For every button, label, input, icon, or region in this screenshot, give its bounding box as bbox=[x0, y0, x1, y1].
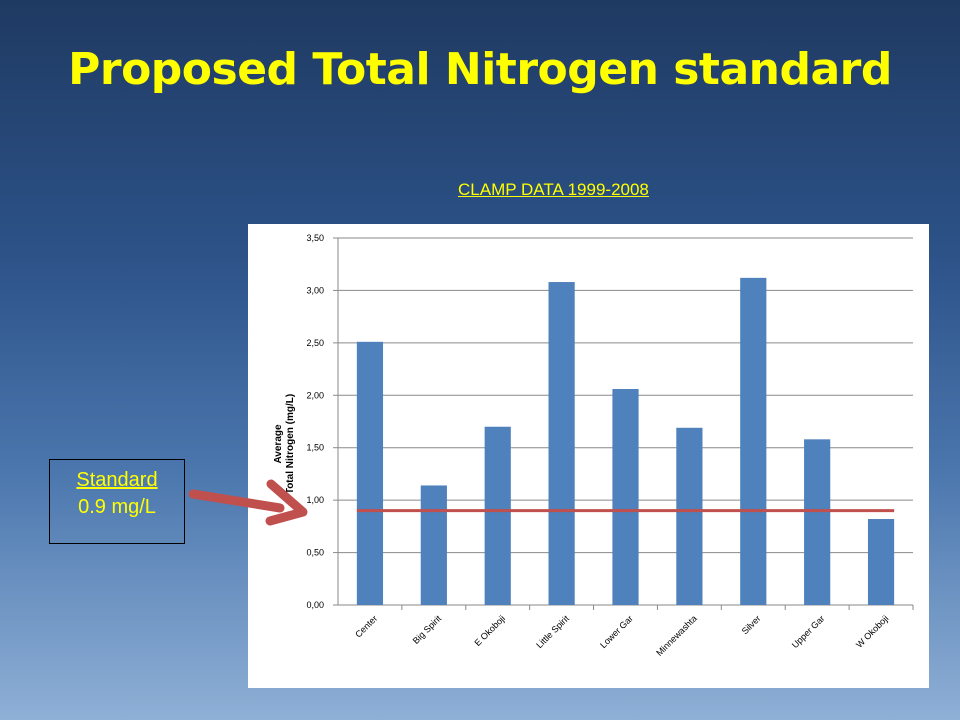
x-tick-label: Upper Gar bbox=[790, 613, 827, 650]
x-tick-label: E Okoboji bbox=[472, 613, 507, 648]
y-tick-labels: 0,00 0,50 1,00 1,50 2,00 2,50 3,00 3,50 bbox=[306, 233, 324, 610]
bar bbox=[420, 485, 447, 605]
y-axis-label-line2: Total Nitrogen (mg/L) bbox=[285, 394, 296, 494]
bar bbox=[804, 439, 831, 605]
y-tick-label: 1,50 bbox=[306, 443, 324, 453]
x-tick-label: Little Spirit bbox=[534, 613, 571, 650]
x-tick-label: Center bbox=[353, 613, 379, 639]
slide-title: Proposed Total Nitrogen standard bbox=[68, 44, 892, 95]
bar-chart: 0,00 0,50 1,00 1,50 2,00 2,50 3,00 3,50 Center B… bbox=[273, 233, 914, 658]
standard-callout: Standard 0.9 mg/L bbox=[49, 459, 185, 544]
x-tick-label: Big Spirit bbox=[411, 613, 444, 646]
y-tick-label: 2,00 bbox=[306, 390, 324, 400]
bar bbox=[676, 427, 703, 605]
bar bbox=[612, 388, 639, 605]
y-tick-label: 1,00 bbox=[306, 495, 324, 505]
y-tick-label: 2,50 bbox=[306, 338, 324, 348]
x-tick-label: W Okoboji bbox=[854, 613, 890, 649]
bar bbox=[356, 341, 384, 605]
y-tick-label: 3,50 bbox=[306, 233, 324, 243]
x-tick-label: Minnewashta bbox=[654, 613, 699, 658]
y-axis-label-line1: Average bbox=[273, 424, 284, 464]
x-tick-label: Silver bbox=[740, 613, 763, 636]
chart-area: 0,00 0,50 1,00 1,50 2,00 2,50 3,00 3,50 Center B… bbox=[248, 224, 929, 688]
x-tick-labels: Center Big Spirit E Okoboji Little Spirit Lo… bbox=[353, 613, 890, 658]
bars bbox=[356, 277, 895, 605]
bar bbox=[740, 277, 767, 605]
standard-value: 0.9 mg/L bbox=[78, 496, 156, 518]
bar bbox=[484, 426, 511, 605]
bar bbox=[548, 282, 575, 605]
y-tick-label: 0,50 bbox=[306, 548, 324, 558]
x-tick-label: Lower Gar bbox=[598, 613, 635, 650]
y-tick-label: 0,00 bbox=[306, 600, 324, 610]
chart-subtitle: CLAMP DATA 1999-2008 bbox=[458, 180, 649, 199]
y-tick-label: 3,00 bbox=[306, 285, 324, 295]
standard-label: Standard bbox=[76, 469, 158, 491]
bar bbox=[867, 519, 895, 605]
